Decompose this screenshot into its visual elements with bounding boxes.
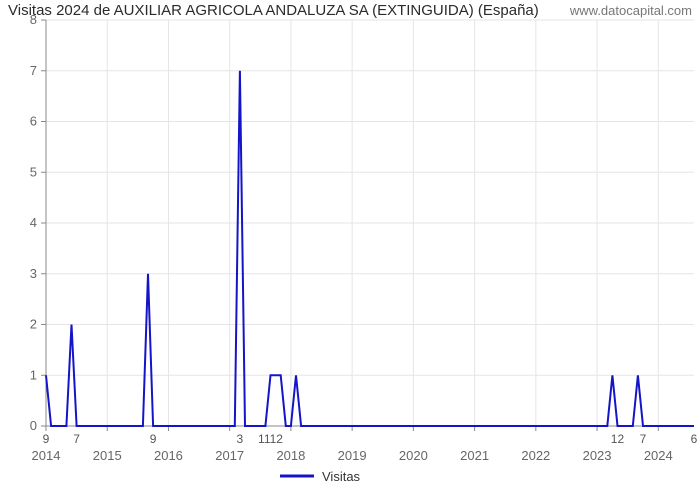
legend: Visitas <box>280 469 361 484</box>
visits-chart: Visitas 2024 de AUXILIAR AGRICOLA ANDALU… <box>0 0 700 500</box>
svg-text:7: 7 <box>73 432 80 446</box>
svg-text:2024: 2024 <box>644 448 673 463</box>
svg-text:2023: 2023 <box>583 448 612 463</box>
svg-text:2017: 2017 <box>215 448 244 463</box>
site-url: www.datocapital.com <box>569 3 692 18</box>
svg-text:2015: 2015 <box>93 448 122 463</box>
year-total-labels: 9 7 9 3 1112 12 7 6 <box>43 432 698 446</box>
svg-text:6: 6 <box>30 114 37 129</box>
svg-text:2014: 2014 <box>32 448 61 463</box>
svg-text:2021: 2021 <box>460 448 489 463</box>
svg-text:2019: 2019 <box>338 448 367 463</box>
svg-text:2: 2 <box>30 317 37 332</box>
svg-text:2018: 2018 <box>276 448 305 463</box>
svg-text:3: 3 <box>237 432 244 446</box>
svg-text:5: 5 <box>30 164 37 179</box>
svg-text:7: 7 <box>640 432 647 446</box>
legend-label: Visitas <box>322 469 361 484</box>
svg-text:9: 9 <box>43 432 50 446</box>
svg-text:8: 8 <box>30 12 37 27</box>
svg-text:1112: 1112 <box>258 432 283 446</box>
svg-text:1: 1 <box>30 367 37 382</box>
svg-text:4: 4 <box>30 215 37 230</box>
svg-text:9: 9 <box>150 432 157 446</box>
svg-text:2022: 2022 <box>521 448 550 463</box>
x-axis: 2014 2015 2016 2017 2018 2019 2020 2021 2022 2023… <box>32 426 694 463</box>
svg-text:2016: 2016 <box>154 448 183 463</box>
svg-text:0: 0 <box>30 418 37 433</box>
y-axis: 0 1 2 3 4 5 6 7 8 <box>30 12 46 433</box>
chart-title: Visitas 2024 de AUXILIAR AGRICOLA ANDALU… <box>8 2 539 19</box>
svg-text:3: 3 <box>30 266 37 281</box>
svg-text:6: 6 <box>691 432 698 446</box>
grid <box>46 20 694 426</box>
svg-text:12: 12 <box>611 432 625 446</box>
svg-text:2020: 2020 <box>399 448 428 463</box>
svg-text:7: 7 <box>30 63 37 78</box>
